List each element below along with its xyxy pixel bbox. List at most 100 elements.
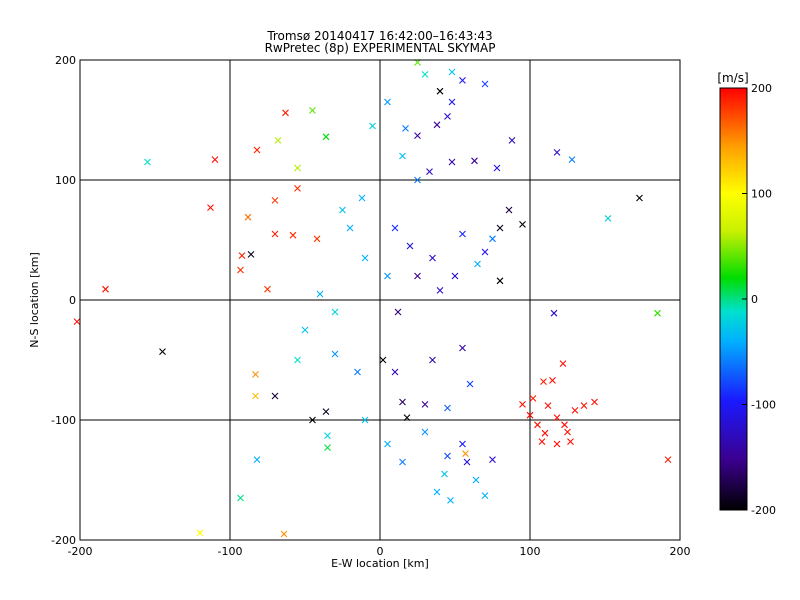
data-point-cross: [403, 414, 411, 421]
y-tick-label: -100: [51, 414, 76, 427]
data-point-cross: [399, 152, 406, 160]
data-point-cross: [481, 80, 489, 88]
colorbar-tick-label: 200: [751, 82, 772, 95]
data-point-cross: [238, 252, 246, 259]
x-tick-label: -100: [218, 545, 243, 558]
data-point-cross: [421, 71, 429, 78]
data-point-cross: [549, 377, 556, 384]
data-point-cross: [346, 224, 354, 232]
data-point-cross: [391, 224, 399, 232]
y-tick-label: -200: [51, 534, 76, 547]
data-point-cross: [559, 360, 567, 367]
data-point-cross: [252, 371, 259, 378]
y-axis-label: N-S location [km]: [28, 252, 41, 348]
data-point-cross: [322, 408, 330, 415]
x-tick-label: 200: [670, 545, 691, 558]
colorbar-tick-label: 0: [751, 293, 758, 306]
data-point-cross: [358, 194, 366, 202]
data-point-cross: [474, 260, 481, 268]
data-point-cross: [568, 156, 576, 163]
colorbar-tick-label: 100: [751, 188, 772, 201]
data-point-cross: [294, 356, 301, 364]
data-point-cross: [294, 164, 301, 172]
data-point-cross: [508, 137, 516, 144]
chart-subtitle: RwPretec (8p) EXPERIMENTAL SKYMAP: [265, 41, 496, 55]
data-point-cross: [399, 458, 406, 466]
data-point-cross: [441, 470, 448, 478]
data-point-cross: [316, 290, 324, 298]
data-point-cross: [144, 158, 151, 166]
data-point-cross: [429, 356, 436, 364]
data-point-cross: [436, 87, 444, 95]
data-point-cross: [253, 456, 261, 463]
x-tick-label: 100: [520, 545, 541, 558]
data-point-cross: [505, 206, 513, 214]
data-point-cross: [447, 497, 454, 504]
data-point-cross: [196, 529, 204, 537]
data-point-cross: [553, 149, 561, 156]
data-point-cross: [309, 107, 316, 114]
data-point-cross: [159, 348, 166, 355]
data-point-cross: [433, 121, 441, 129]
data-point-cross: [421, 401, 429, 408]
data-point-cross: [567, 438, 574, 445]
data-point-cross: [444, 452, 451, 460]
data-point-cross: [550, 309, 558, 317]
data-point-cross: [252, 392, 259, 400]
x-axis-label: E-W location [km]: [331, 557, 429, 570]
data-point-cross: [294, 185, 301, 192]
data-point-cross: [354, 368, 361, 376]
data-point-cross: [489, 456, 496, 463]
data-point-cross: [463, 458, 471, 466]
data-point-cross: [553, 414, 561, 421]
data-point-cross: [519, 221, 526, 228]
data-point-cross: [211, 156, 219, 163]
colorbar-tick-label: -100: [751, 399, 776, 412]
colorbar-label: [m/s]: [717, 71, 748, 85]
data-point-cross: [282, 109, 289, 117]
data-point-cross: [604, 215, 612, 222]
data-point-cross: [493, 164, 501, 172]
data-point-cross: [526, 411, 534, 419]
data-point-cross: [274, 137, 282, 144]
data-point-cross: [384, 440, 391, 448]
data-point-cross: [289, 231, 297, 239]
data-point-cross: [448, 68, 456, 76]
data-point-cross: [571, 407, 579, 414]
data-point-cross: [271, 197, 279, 204]
x-tick-label: -200: [68, 545, 93, 558]
data-point-cross: [253, 146, 261, 154]
data-point-cross: [636, 194, 643, 202]
grid-lines: [80, 60, 680, 540]
data-point-cross: [414, 132, 421, 139]
data-point-cross: [391, 368, 399, 376]
data-point-cross: [451, 272, 459, 280]
data-point-cross: [271, 392, 279, 400]
data-point-cross: [414, 176, 421, 184]
colorbar-tick-label: -200: [751, 504, 776, 517]
data-point-cross: [481, 492, 489, 499]
data-point-cross: [379, 356, 387, 364]
data-point-cross: [247, 251, 255, 258]
data-point-cross: [237, 494, 244, 502]
x-axis-ticks: -200 -100 0 100 200: [68, 534, 691, 558]
data-point-cross: [496, 224, 504, 232]
data-point-cross: [361, 254, 369, 262]
data-point-cross: [489, 235, 496, 243]
data-point-cross: [664, 456, 672, 463]
y-tick-label: 0: [69, 294, 76, 307]
data-point-cross: [580, 402, 588, 409]
data-point-cross: [429, 254, 436, 262]
data-point-cross: [426, 168, 433, 175]
data-point-cross: [264, 285, 271, 293]
x-tick-label: 0: [377, 545, 384, 558]
data-point-cross: [564, 428, 571, 436]
data-point-cross: [436, 287, 444, 294]
data-point-cross: [402, 125, 409, 132]
data-point-cross: [301, 326, 309, 334]
data-point-cross: [102, 285, 109, 293]
data-point-cross: [280, 530, 288, 538]
data-point-cross: [459, 77, 466, 84]
y-tick-label: 200: [55, 54, 76, 67]
